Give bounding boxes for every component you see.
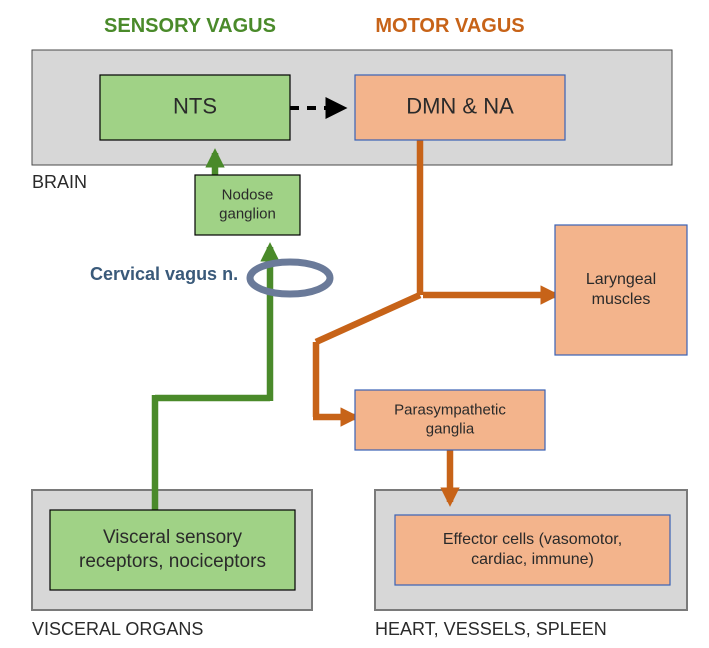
cervical-vagus-label: Cervical vagus n. xyxy=(90,264,238,284)
parasympathetic-ganglia-node-label-0: Parasympathetic xyxy=(394,402,506,419)
visceral-receptors-node-label-0: Visceral sensory xyxy=(103,527,243,548)
effector-cells-node-label-1: cardiac, immune) xyxy=(471,551,594,568)
visceral-panel-label: VISCERAL ORGANS xyxy=(32,619,203,639)
laryngeal-muscles-node-label-1: muscles xyxy=(592,291,651,308)
brain-panel-label: BRAIN xyxy=(32,172,87,192)
sensory-vagus-header: SENSORY VAGUS xyxy=(104,15,276,37)
effector-cells-node-label-0: Effector cells (vasomotor, xyxy=(443,531,622,548)
nodose-ganglion-node-label-0: Nodose xyxy=(222,187,274,204)
laryngeal-muscles-node-label-0: Laryngeal xyxy=(586,271,656,288)
visceral-receptors-node-label-1: receptors, nociceptors xyxy=(79,551,266,572)
laryngeal-muscles-node xyxy=(555,225,687,355)
cervical-vagus-ring xyxy=(250,262,330,294)
heart-panel-label: HEART, VESSELS, SPLEEN xyxy=(375,619,607,639)
efferent-diagonal xyxy=(316,295,420,342)
motor-vagus-header: MOTOR VAGUS xyxy=(375,15,524,37)
parasympathetic-ganglia-node-label-1: ganglia xyxy=(426,420,475,437)
vagus-diagram: NTS DMN & NA Nodoseganglion Laryngeal muscle… xyxy=(0,0,709,648)
effector-cells-node xyxy=(395,515,670,585)
nts-node-label: NTS xyxy=(173,93,217,118)
nodose-ganglion-node-label-1: ganglion xyxy=(219,205,276,222)
dmn-na-node-label: DMN & NA xyxy=(406,93,514,118)
